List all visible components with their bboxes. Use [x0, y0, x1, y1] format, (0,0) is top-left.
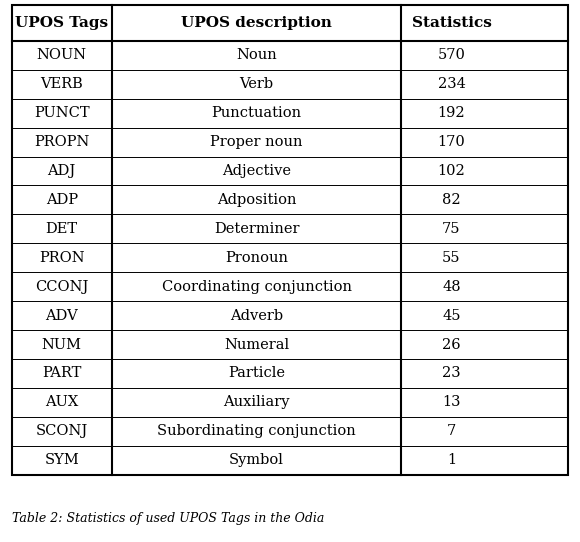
Text: Adjective: Adjective [222, 164, 291, 178]
Text: Auxiliary: Auxiliary [223, 396, 290, 409]
Text: NOUN: NOUN [37, 48, 87, 62]
Text: 13: 13 [442, 396, 461, 409]
Text: Adverb: Adverb [230, 308, 283, 322]
Text: PROPN: PROPN [34, 135, 89, 149]
Text: UPOS description: UPOS description [181, 16, 332, 30]
Text: PUNCT: PUNCT [34, 106, 89, 120]
Text: 170: 170 [437, 135, 465, 149]
Text: 102: 102 [437, 164, 465, 178]
Text: Adposition: Adposition [217, 193, 296, 207]
Text: 570: 570 [437, 48, 465, 62]
Text: PART: PART [42, 366, 81, 380]
Text: 234: 234 [437, 78, 465, 91]
Text: UPOS Tags: UPOS Tags [15, 16, 108, 30]
Text: 82: 82 [442, 193, 461, 207]
Text: 26: 26 [442, 338, 461, 352]
Text: Numeral: Numeral [224, 338, 289, 352]
Text: Verb: Verb [240, 78, 274, 91]
Text: ADP: ADP [46, 193, 78, 207]
Text: 48: 48 [442, 280, 461, 294]
Text: ADV: ADV [45, 308, 78, 322]
Text: Particle: Particle [228, 366, 285, 380]
Text: Subordinating conjunction: Subordinating conjunction [157, 424, 356, 438]
Text: 192: 192 [438, 106, 465, 120]
Text: Pronoun: Pronoun [225, 251, 288, 265]
Text: 75: 75 [442, 222, 461, 236]
Text: ADJ: ADJ [48, 164, 76, 178]
Text: PRON: PRON [39, 251, 85, 265]
Text: VERB: VERB [41, 78, 83, 91]
Text: 7: 7 [447, 424, 456, 438]
Text: Noun: Noun [236, 48, 277, 62]
Text: SCONJ: SCONJ [35, 424, 88, 438]
Text: Proper noun: Proper noun [211, 135, 303, 149]
Text: 1: 1 [447, 453, 456, 467]
Text: Statistics: Statistics [412, 16, 491, 30]
Text: AUX: AUX [45, 396, 78, 409]
Text: Coordinating conjunction: Coordinating conjunction [162, 280, 351, 294]
Text: Symbol: Symbol [229, 453, 284, 467]
Text: 23: 23 [442, 366, 461, 380]
Text: 45: 45 [442, 308, 461, 322]
Text: SYM: SYM [44, 453, 79, 467]
Text: Table 2: Statistics of used UPOS Tags in the Odia: Table 2: Statistics of used UPOS Tags in… [12, 512, 324, 525]
Text: NUM: NUM [42, 338, 82, 352]
Text: Punctuation: Punctuation [212, 106, 302, 120]
Text: 55: 55 [442, 251, 461, 265]
Text: CCONJ: CCONJ [35, 280, 88, 294]
Text: Determiner: Determiner [214, 222, 299, 236]
Text: DET: DET [46, 222, 78, 236]
